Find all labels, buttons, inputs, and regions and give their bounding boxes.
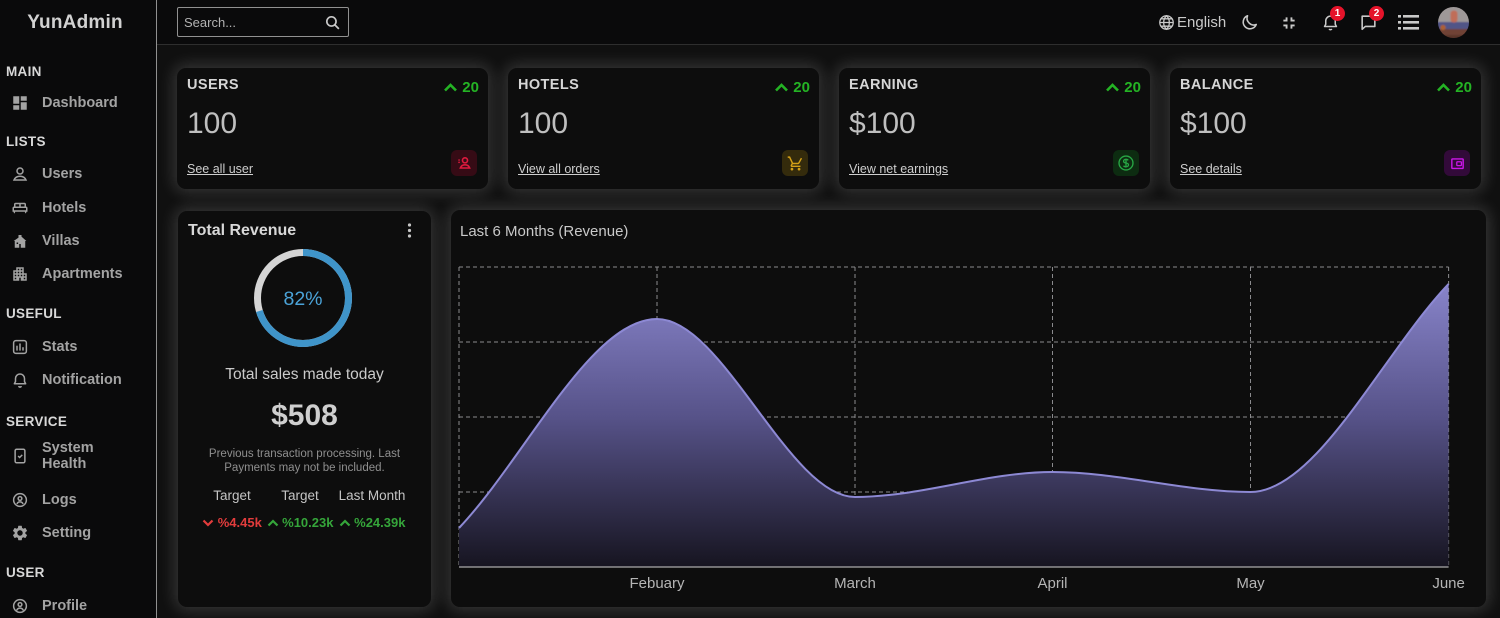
- svg-text:June: June: [1432, 575, 1465, 592]
- svg-text:82%: 82%: [283, 288, 322, 310]
- svg-text:May: May: [1236, 575, 1265, 592]
- svg-text:April: April: [1037, 575, 1067, 592]
- svg-text:Febuary: Febuary: [629, 575, 685, 592]
- svg-text:March: March: [834, 575, 876, 592]
